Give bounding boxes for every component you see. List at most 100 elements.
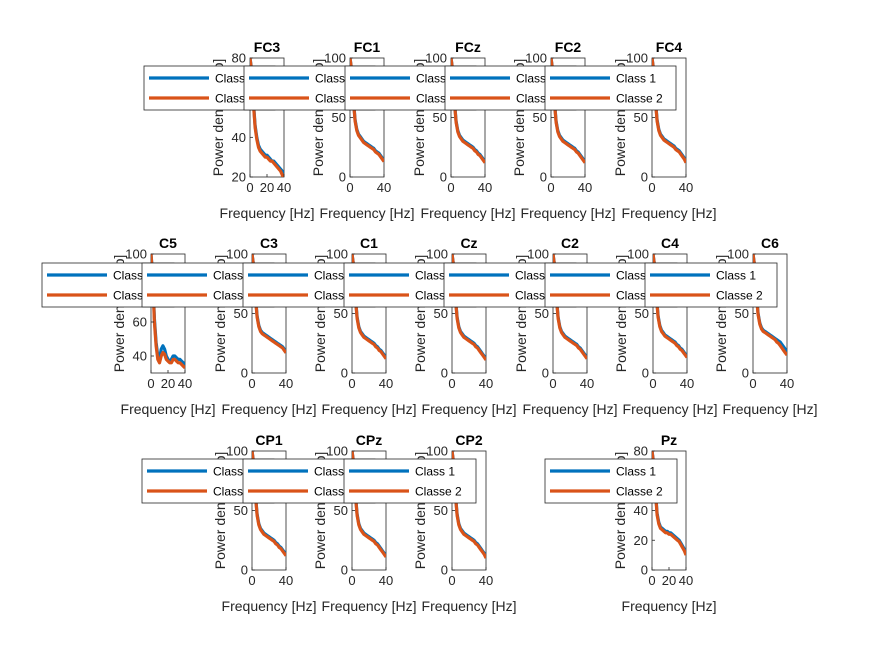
legend-label: Classe 2 [616, 92, 663, 106]
y-tick-label: 100 [324, 51, 346, 66]
x-tick-label: 0 [248, 376, 255, 391]
y-tick-label: 0 [540, 170, 547, 185]
y-tick-label: 0 [441, 563, 448, 578]
legend-label: Class 1 [415, 465, 455, 479]
subplot-title: FCz [455, 39, 481, 55]
subplot-title: CPz [356, 432, 382, 448]
x-tick-label: 40 [580, 376, 594, 391]
y-tick-label: 0 [241, 563, 248, 578]
y-tick-label: 60 [133, 315, 147, 330]
x-tick-label: 0 [348, 376, 355, 391]
y-tick-label: 100 [525, 51, 547, 66]
x-tick-label: 0 [448, 376, 455, 391]
y-tick-label: 0 [241, 366, 248, 381]
y-tick-label: 50 [434, 306, 448, 321]
subplot-title: C4 [661, 235, 679, 251]
legend-box [644, 262, 778, 308]
subplot-title: Pz [661, 432, 677, 448]
y-tick-label: 100 [125, 247, 147, 262]
y-tick-label: 100 [425, 51, 447, 66]
subplot-title: FC4 [656, 39, 683, 55]
subplot-title: C3 [260, 235, 278, 251]
x-tick-label: 20 [260, 180, 274, 195]
y-tick-label: 50 [533, 110, 547, 125]
y-tick-label: 50 [535, 306, 549, 321]
legend-label: Classe 2 [616, 485, 663, 499]
y-tick-label: 0 [441, 366, 448, 381]
x-tick-label: 40 [478, 180, 492, 195]
legend-label: Classe 2 [716, 289, 763, 303]
x-tick-label: 20 [161, 376, 175, 391]
x-axis-label: Frequency [Hz] [622, 205, 717, 221]
x-axis-label: Frequency [Hz] [121, 401, 216, 417]
y-tick-label: 40 [232, 130, 246, 145]
series-line-2 [652, 451, 686, 556]
series-line-2 [252, 451, 286, 557]
x-tick-label: 0 [346, 180, 353, 195]
x-axis-label: Frequency [Hz] [523, 401, 618, 417]
x-tick-label: 0 [147, 376, 154, 391]
y-tick-label: 0 [742, 366, 749, 381]
legend-label: Class 1 [616, 72, 656, 86]
y-tick-label: 50 [234, 503, 248, 518]
x-axis-label: Frequency [Hz] [622, 598, 717, 614]
x-tick-label: 0 [547, 180, 554, 195]
x-tick-label: 0 [749, 376, 756, 391]
x-axis-label: Frequency [Hz] [421, 205, 516, 221]
y-tick-label: 50 [334, 306, 348, 321]
y-tick-label: 100 [426, 247, 448, 262]
subplot-title: Cz [460, 235, 477, 251]
x-tick-label: 40 [178, 376, 192, 391]
x-axis-label: Frequency [Hz] [723, 401, 818, 417]
x-tick-label: 0 [549, 376, 556, 391]
x-tick-label: 40 [379, 573, 393, 588]
x-tick-label: 0 [648, 180, 655, 195]
legend-cp2: Class 1 Classe 2 [343, 458, 477, 504]
x-axis-label: Frequency [Hz] [222, 598, 317, 614]
y-tick-label: 100 [627, 247, 649, 262]
y-tick-label: 50 [334, 503, 348, 518]
series-line-2 [452, 254, 486, 361]
subplot-title: C6 [761, 235, 779, 251]
x-tick-label: 0 [248, 573, 255, 588]
legend-pz: Class 1 Classe 2 [544, 458, 678, 504]
y-tick-label: 80 [634, 444, 648, 459]
legend-box [343, 458, 477, 504]
x-tick-label: 40 [377, 180, 391, 195]
subplot-title: FC1 [354, 39, 381, 55]
subplot-title: C1 [360, 235, 378, 251]
y-tick-label: 100 [527, 247, 549, 262]
series-line-2 [151, 254, 185, 370]
x-axis-label: Frequency [Hz] [320, 205, 415, 221]
y-tick-label: 0 [641, 563, 648, 578]
x-tick-label: 40 [680, 376, 694, 391]
subplot-title: CP2 [455, 432, 482, 448]
x-tick-label: 0 [447, 180, 454, 195]
legend-label: Class 1 [616, 465, 656, 479]
series-line-2 [350, 58, 384, 163]
y-tick-label: 50 [332, 110, 346, 125]
subplot-title: C5 [159, 235, 177, 251]
x-axis-label: Frequency [Hz] [521, 205, 616, 221]
y-tick-label: 50 [634, 110, 648, 125]
series-line-2 [553, 254, 587, 360]
x-tick-label: 0 [448, 573, 455, 588]
y-tick-label: 50 [735, 306, 749, 321]
y-tick-label: 100 [426, 444, 448, 459]
x-tick-label: 40 [679, 573, 693, 588]
subplot-title: FC2 [555, 39, 582, 55]
x-axis-label: Frequency [Hz] [422, 401, 517, 417]
x-axis-label: Frequency [Hz] [222, 401, 317, 417]
y-tick-label: 0 [341, 366, 348, 381]
x-axis-label: Frequency [Hz] [322, 401, 417, 417]
series-line-2 [352, 254, 386, 360]
y-tick-label: 100 [226, 247, 248, 262]
x-tick-label: 40 [479, 573, 493, 588]
legend-label: Class 1 [716, 269, 756, 283]
y-tick-label: 80 [232, 51, 246, 66]
y-tick-label: 50 [433, 110, 447, 125]
